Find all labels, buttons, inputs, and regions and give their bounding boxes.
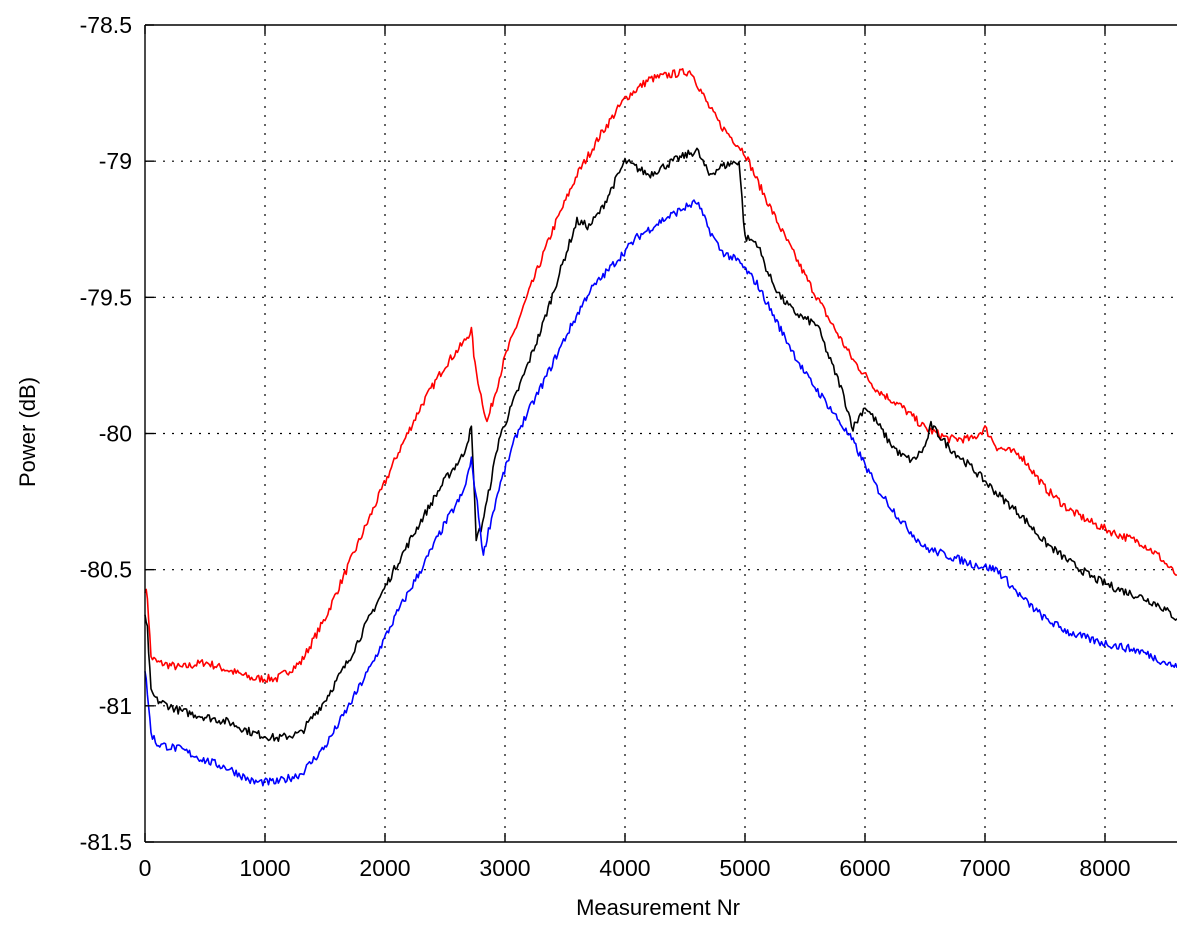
y-tick-label: -79 (99, 148, 132, 174)
x-tick-label: 3000 (479, 855, 530, 881)
y-axis-label: Power (dB) (15, 377, 40, 487)
series-line-1 (144, 68, 1177, 683)
x-tick-label: 4000 (599, 855, 650, 881)
grid (145, 25, 1177, 842)
x-tick-label: 6000 (839, 855, 890, 881)
ticks: 0 1000 2000 3000 4000 5000 6000 7000 8000 -78.5 -7… (80, 12, 1131, 881)
y-tick-label: -80 (99, 421, 132, 447)
x-tick-label: 5000 (719, 855, 770, 881)
series-line-2 (144, 147, 1177, 742)
x-tick-label: 8000 (1079, 855, 1130, 881)
y-tick-label: -81.5 (80, 829, 132, 855)
x-tick-label: 1000 (239, 855, 290, 881)
series-line-3 (144, 199, 1177, 787)
x-axis-label: Measurement Nr (576, 895, 740, 920)
y-tick-label: -78.5 (80, 12, 132, 38)
y-tick-label: -79.5 (80, 284, 132, 310)
x-tick-label: 2000 (359, 855, 410, 881)
y-tick-label: -81 (99, 693, 132, 719)
series-lines (144, 68, 1177, 787)
x-tick-label: 0 (139, 855, 152, 881)
y-tick-label: -80.5 (80, 557, 132, 583)
x-tick-label: 7000 (959, 855, 1010, 881)
